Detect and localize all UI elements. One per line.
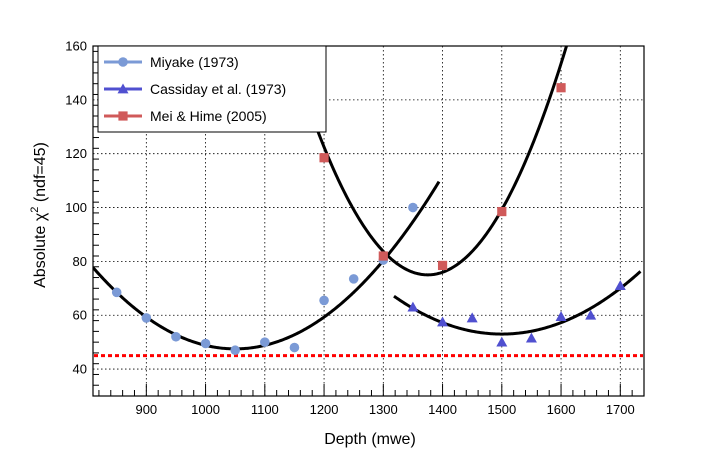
data-point-miyake-1973	[111, 287, 122, 298]
x-tick-label: 1300	[369, 402, 398, 417]
legend-label: Miyake (1973)	[150, 54, 239, 70]
legend-marker	[118, 111, 128, 121]
data-point-miyake-1973	[171, 331, 181, 342]
legend-label: Mei & Hime (2005)	[150, 108, 267, 124]
legend-label: Cassiday et al. (1973)	[150, 81, 286, 97]
data-point-miyake-1973	[289, 342, 300, 353]
x-tick-label: 1700	[606, 402, 635, 417]
fit-curve-cassiday-et-al-1973	[393, 270, 642, 336]
series-cassiday-et-al-1973	[407, 280, 626, 347]
data-point-cassiday-et-al-1973	[407, 301, 419, 312]
legend: Miyake (1973) Cassiday et al. (1973) Mei &…	[97, 45, 327, 133]
y-tick-label: 60	[73, 308, 87, 323]
data-point-mei-hime-2005	[378, 251, 388, 261]
legend-marker	[118, 57, 128, 67]
x-tick-label: 1500	[487, 402, 516, 417]
x-tick-label: 1200	[310, 402, 339, 417]
legend-marker	[117, 83, 129, 94]
x-tick-label: 1600	[547, 402, 576, 417]
y-axis-title-superscript: 2	[29, 207, 41, 213]
data-point-mei-hime-2005	[556, 83, 566, 93]
series-mei-hime-2005	[319, 83, 566, 271]
data-point-cassiday-et-al-1973	[466, 312, 478, 323]
legend-entry-cassiday-et-al-1973: Cassiday et al. (1973)	[104, 81, 286, 97]
y-tick-label: 100	[65, 200, 87, 215]
y-tick-label: 80	[73, 254, 87, 269]
data-point-cassiday-et-al-1973	[555, 311, 567, 321]
x-tick-label: 900	[135, 402, 157, 417]
legend-entry-miyake-1973: Miyake (1973)	[104, 54, 239, 70]
data-point-miyake-1973	[230, 345, 240, 356]
y-axis-title-main: Absolute χ	[32, 212, 49, 288]
data-point-cassiday-et-al-1973	[614, 280, 626, 291]
y-axis-title-ndf: (ndf=45)	[32, 142, 49, 206]
data-point-miyake-1973	[200, 338, 211, 349]
x-axis-title: Depth (mwe)	[324, 431, 416, 448]
fit-curve-mei-hime-2005	[287, 46, 569, 277]
plot-frame	[92, 45, 645, 397]
data-point-cassiday-et-al-1973	[525, 332, 537, 343]
x-tick-label: 1000	[191, 402, 220, 417]
data-points	[111, 83, 626, 356]
data-point-miyake-1973	[141, 313, 152, 323]
x-tick-label: 1100	[251, 402, 279, 417]
data-point-miyake-1973	[408, 202, 418, 213]
data-point-cassiday-et-al-1973	[585, 309, 597, 320]
data-point-mei-hime-2005	[437, 260, 448, 271]
y-tick-label: 40	[73, 362, 87, 377]
fit-curve-miyake-1973	[93, 180, 441, 351]
y-tick-label: 120	[65, 146, 87, 161]
data-point-mei-hime-2005	[319, 153, 329, 163]
y-tick-label: 140	[65, 92, 87, 107]
data-point-mei-hime-2005	[497, 206, 507, 217]
series-miyake-1973	[111, 202, 418, 356]
x-tick-label: 1400	[428, 402, 457, 417]
y-tick-label: 160	[65, 39, 87, 54]
legend-entry-mei-hime-2005: Mei & Hime (2005)	[104, 108, 267, 124]
axes: 900 1000 1100 1200 1300 1400 1500 1600 1700 40 60 8…	[65, 39, 645, 417]
data-point-cassiday-et-al-1973	[437, 316, 449, 327]
data-point-miyake-1973	[260, 337, 270, 347]
data-point-cassiday-et-al-1973	[496, 336, 508, 347]
y-axis-title: Absolute χ2 (ndf=45)	[29, 142, 49, 288]
data-point-miyake-1973	[348, 274, 359, 284]
data-point-miyake-1973	[319, 295, 329, 306]
